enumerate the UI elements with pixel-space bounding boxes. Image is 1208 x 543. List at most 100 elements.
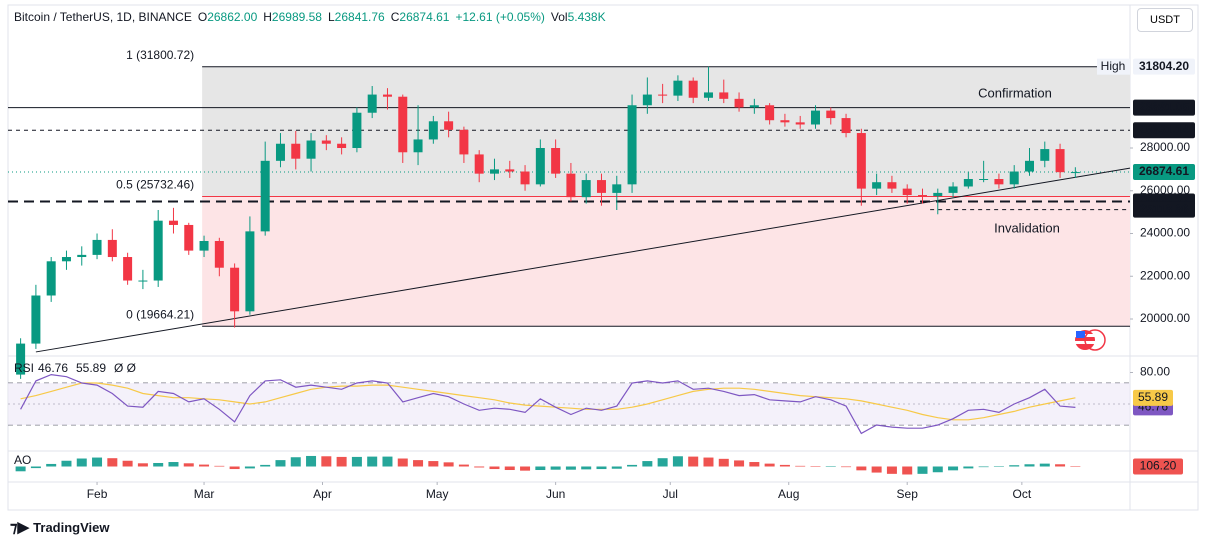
candle-body <box>199 240 209 251</box>
ao-bar <box>367 456 378 467</box>
ohlc-value: 26874.61 <box>399 10 450 24</box>
ao-bar <box>351 456 362 467</box>
ao-bar <box>963 466 974 469</box>
price-tag-label: 29891.05 <box>1139 100 1189 114</box>
y-tick-label: 26000.00 <box>1140 183 1190 197</box>
rsi-line <box>20 373 1076 435</box>
price-tag <box>1133 122 1195 139</box>
ao-bar <box>841 466 852 468</box>
candle-body <box>1024 160 1034 172</box>
ao-bar <box>611 466 622 469</box>
candle-body <box>306 140 316 159</box>
candle-body <box>535 148 545 185</box>
ao-bar <box>290 457 301 467</box>
ao-bar <box>443 462 454 467</box>
ao-bar <box>122 460 133 467</box>
x-tick-label: Sep <box>897 487 919 501</box>
ao-bar <box>764 463 775 467</box>
ao-bar <box>76 458 87 467</box>
candle-body <box>107 239 117 258</box>
candle-body <box>413 139 423 153</box>
fib-zone <box>202 196 1130 327</box>
candle-body <box>321 140 331 144</box>
y-tick-label: 28000.00 <box>1140 140 1190 154</box>
x-tick-label: Jun <box>546 487 565 501</box>
ohlc-label: H <box>263 10 272 24</box>
flag-icon <box>1075 329 1106 351</box>
ao-bar <box>199 464 210 467</box>
candle-body <box>780 120 790 123</box>
ao-bar <box>153 462 164 467</box>
ao-bar <box>336 456 347 467</box>
ao-bar <box>871 466 882 473</box>
candle-body <box>963 179 973 187</box>
ao-bar <box>137 463 148 467</box>
candle-body <box>337 143 347 149</box>
ohlc-value: 26862.00 <box>207 10 258 24</box>
candle-body <box>61 257 71 262</box>
candle-body <box>184 224 194 251</box>
candle-body <box>168 220 178 225</box>
ao-bar <box>229 466 240 470</box>
ao-bar <box>321 456 332 467</box>
rsi-title: RSI <box>14 361 34 375</box>
ao-bar <box>520 466 531 471</box>
candle-body <box>749 105 759 108</box>
candle-body <box>352 112 362 149</box>
candle-body <box>1009 171 1019 185</box>
x-tick-label: Feb <box>87 487 108 501</box>
candle-body <box>230 267 240 312</box>
ao-bar <box>260 464 271 467</box>
candle-body <box>474 154 484 174</box>
ao-tag-label: 106.20 <box>1140 459 1177 473</box>
ao-bar <box>474 466 485 468</box>
y-tick-label: 80.00 <box>1140 365 1170 379</box>
price-tag-label: 25118.86 <box>1139 202 1189 216</box>
ao-bar <box>550 466 561 470</box>
candle-body <box>398 96 408 153</box>
candle-body <box>810 110 820 125</box>
price-tag <box>1133 58 1195 75</box>
fib-label: 1 (31800.72) <box>126 48 194 62</box>
currency-button[interactable]: USDT <box>1137 8 1193 32</box>
candle-body <box>382 94 392 97</box>
candle-body <box>841 118 851 134</box>
ao-bar <box>183 463 194 467</box>
candle-body <box>245 231 255 312</box>
fib-label: 0.5 (25732.46) <box>116 178 194 192</box>
candle-body <box>505 169 515 172</box>
candle-body <box>688 80 698 98</box>
x-tick-label: Mar <box>194 487 215 501</box>
price-tag <box>1133 164 1195 181</box>
candle-body <box>933 192 943 197</box>
ao-bar <box>565 466 576 470</box>
candle-body <box>795 122 805 125</box>
candle-body <box>581 180 591 198</box>
ao-bar <box>993 466 1004 467</box>
ao-bar <box>825 466 836 467</box>
ao-bar <box>627 464 638 467</box>
candle-body <box>214 240 224 268</box>
y-tick-label: 20000.00 <box>1140 311 1190 325</box>
candle-body <box>627 105 637 185</box>
ao-bar <box>703 457 714 467</box>
price-tag <box>1133 99 1195 116</box>
plot: 1 (31800.72) 0.5 (25732.46) 0 (19664.21) 20… <box>8 48 1195 501</box>
y-tick-label: 24000.00 <box>1140 226 1190 240</box>
ao-bar <box>535 466 546 471</box>
ao-bar <box>932 466 943 473</box>
fib-label: 0 (19664.21) <box>126 307 194 321</box>
ao-bar <box>734 460 745 467</box>
price-tag-label: 26874.61 <box>1139 164 1189 178</box>
ao-bar <box>1039 463 1050 467</box>
ao-bar <box>214 465 225 467</box>
candle-body <box>1040 149 1050 161</box>
ao-bar <box>856 466 867 471</box>
x-tick-label: Aug <box>778 487 799 501</box>
ao-bar <box>581 466 592 470</box>
ao-bar <box>413 460 424 467</box>
ao-bar <box>795 465 806 467</box>
ao-bar <box>46 463 57 467</box>
ao-bar <box>428 461 439 467</box>
